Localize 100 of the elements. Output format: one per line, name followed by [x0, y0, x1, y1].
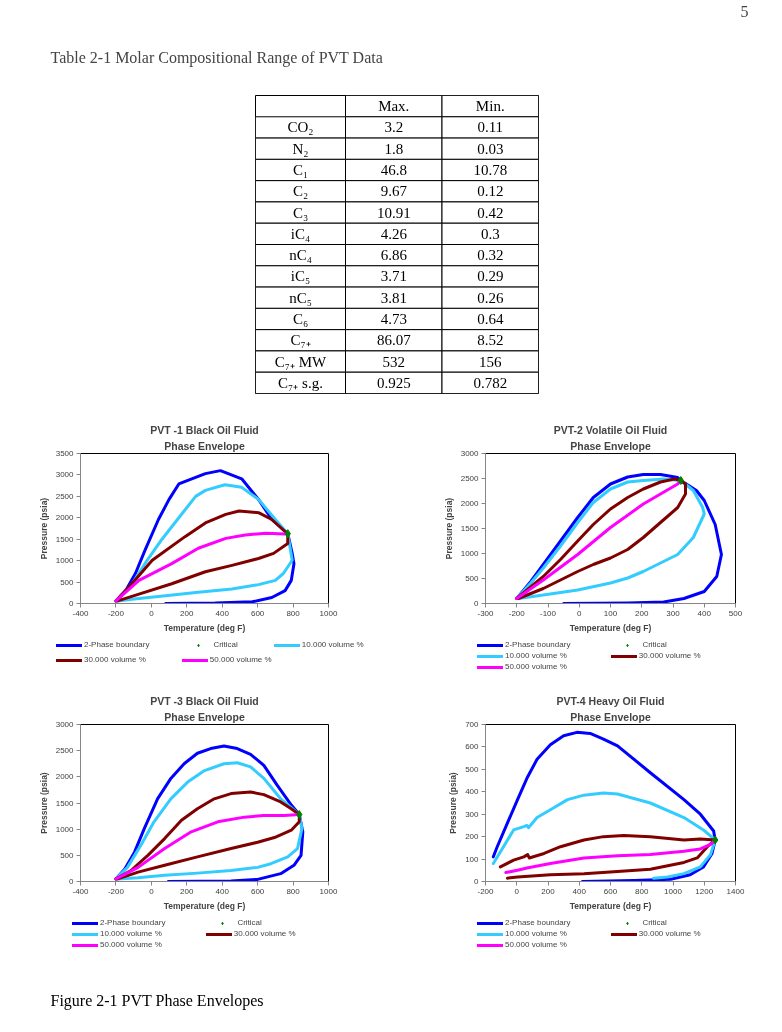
- y-tick-label: 2000: [55, 772, 75, 782]
- data-label: 0.26: [477, 289, 504, 306]
- y-tick-label: 2000: [55, 513, 75, 523]
- y-tick-label: 1500: [55, 798, 75, 808]
- data-label: 0.11: [477, 119, 504, 136]
- y-tick-label: 2500: [55, 491, 75, 501]
- x-tick-label: Max.: [378, 98, 410, 115]
- y-tick-label: nC₄: [289, 247, 312, 264]
- legend-label: 50.000 volume %: [505, 662, 567, 671]
- data-label: 0.03: [477, 140, 504, 157]
- y-tick-label: 2500: [55, 746, 75, 756]
- data-label: 0.64: [477, 311, 504, 327]
- x-tick-label: 200: [541, 886, 556, 896]
- x-tick-label: 600: [250, 886, 265, 896]
- x-tick-label: 300: [666, 608, 681, 618]
- x-tick-label: -200: [508, 608, 526, 618]
- y-tick-label: C₃: [292, 204, 309, 221]
- y-axis-title: Pressure (psia): [448, 772, 459, 834]
- x-tick-label: 0: [149, 886, 155, 896]
- y-tick-label: 0: [474, 599, 480, 608]
- data-label: 0.782: [473, 374, 508, 391]
- y-tick-label: 0: [69, 877, 75, 886]
- x-tick-label: -400: [72, 886, 90, 896]
- x-tick-label: -200: [107, 886, 125, 896]
- y-tick-label: 500: [465, 764, 480, 774]
- y-tick-label: 200: [465, 832, 480, 842]
- x-tick-label: 200: [635, 608, 649, 618]
- x-tick-label: 1000: [319, 608, 338, 618]
- data-label: 8.52: [477, 332, 504, 349]
- data-label: 532: [382, 353, 405, 370]
- data-label: 1.8: [384, 140, 404, 157]
- x-tick-label: -300: [477, 608, 495, 618]
- x-tick-label: 800: [286, 886, 301, 896]
- x-axis-title: Temperature (deg F): [163, 622, 246, 633]
- chart-subtitle: Phase Envelope: [164, 439, 245, 452]
- line-series: [504, 838, 717, 875]
- y-tick-label: C₇₊: [290, 332, 311, 349]
- x-tick-label: 800: [635, 886, 649, 896]
- data-label: 0.3: [480, 225, 500, 242]
- y-tick-label: 1500: [55, 534, 75, 544]
- data-label: 0.29: [477, 268, 504, 285]
- y-tick-label: 1000: [55, 824, 75, 834]
- x-axis-title: Temperature (deg F): [163, 900, 246, 911]
- text: 5: [740, 2, 749, 20]
- y-tick-label: 3500: [55, 449, 75, 458]
- y-tick-label: 500: [60, 577, 75, 587]
- y-axis-title: Pressure (psia): [443, 497, 454, 560]
- x-tick-label: 1400: [726, 886, 745, 896]
- legend-label: 30.000 volume %: [638, 929, 701, 938]
- legend-label: 50.000 volume %: [209, 655, 272, 664]
- legend-label: 10.000 volume %: [100, 929, 162, 938]
- legend-label: 30.000 volume %: [638, 651, 701, 660]
- x-tick-label: 800: [286, 608, 301, 618]
- chart-subtitle: Phase Envelope: [570, 710, 651, 723]
- data-label: 46.8: [380, 162, 407, 178]
- x-tick-label: 1200: [695, 886, 714, 896]
- line-series: [491, 791, 717, 880]
- y-tick-label: 0: [69, 599, 75, 608]
- legend-label: Critical: [642, 918, 667, 927]
- x-tick-label: -200: [477, 886, 495, 896]
- data-label: 6.86: [380, 247, 408, 264]
- data-label: 156: [479, 353, 502, 370]
- legend-label: 30.000 volume %: [233, 929, 296, 938]
- legend-label: Critical: [213, 640, 238, 649]
- caption: Figure 2-1 PVT Phase Envelopes: [50, 992, 264, 1010]
- text: Table 2-1 Molar Compositional Range of PVT Data: [50, 48, 383, 67]
- y-tick-label: 400: [465, 787, 480, 797]
- data-label: 0.42: [477, 204, 504, 221]
- x-tick-label: 0: [514, 886, 520, 896]
- x-tick-label: 600: [250, 608, 265, 618]
- legend-label: 2-Phase boundary: [100, 918, 166, 927]
- x-tick-label: Min.: [475, 98, 505, 115]
- data-label: 10.91: [376, 204, 411, 221]
- y-tick-label: 1000: [55, 556, 75, 566]
- x-tick-label: 600: [603, 886, 618, 896]
- x-tick-label: -200: [107, 608, 125, 618]
- data-label: 3.71: [380, 268, 407, 285]
- y-tick-label: 600: [465, 742, 480, 752]
- x-tick-label: 0: [149, 608, 155, 618]
- y-tick-label: 3000: [55, 470, 75, 480]
- legend-label: 2-Phase boundary: [84, 640, 150, 649]
- chart-subtitle: Phase Envelope: [570, 439, 651, 452]
- x-tick-label: -100: [539, 608, 557, 618]
- legend-label: 50.000 volume %: [100, 940, 162, 949]
- x-tick-label: 400: [215, 608, 230, 618]
- y-tick-label: nC₅: [289, 289, 312, 306]
- y-tick-label: 300: [465, 809, 480, 819]
- y-tick-label: 500: [465, 574, 480, 583]
- y-tick-label: N₂: [292, 140, 309, 157]
- legend-label: Critical: [642, 640, 667, 649]
- data-label: 0.32: [477, 247, 504, 264]
- x-tick-label: 200: [180, 886, 195, 896]
- x-tick-label: 0: [577, 608, 583, 618]
- chart-subtitle: Phase Envelope: [164, 710, 245, 723]
- y-tick-label: 500: [60, 850, 75, 860]
- y-tick-label: 3000: [55, 720, 75, 729]
- y-tick-label: 2500: [460, 474, 480, 483]
- x-tick-label: 1000: [319, 886, 338, 896]
- x-tick-label: 100: [603, 608, 618, 618]
- data-label: 3.2: [384, 119, 404, 136]
